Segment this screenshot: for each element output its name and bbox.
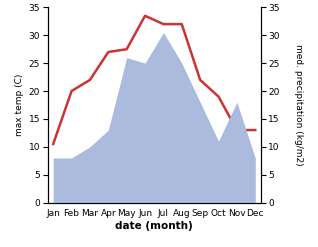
Y-axis label: max temp (C): max temp (C) [15,74,24,136]
Y-axis label: med. precipitation (kg/m2): med. precipitation (kg/m2) [294,44,303,166]
X-axis label: date (month): date (month) [115,221,193,230]
